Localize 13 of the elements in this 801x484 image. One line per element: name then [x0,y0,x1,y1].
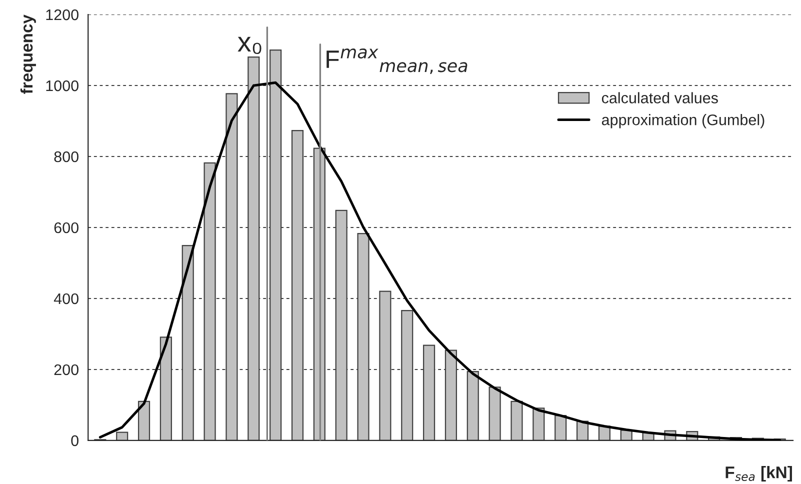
y-axis-title: frequency [20,14,36,94]
annotation: x₀ [238,36,262,54]
y-tick-label: 1200 [46,9,78,20]
y-tick-label: 400 [54,293,78,304]
y-tick-label: 600 [54,222,78,234]
y-tick-label: 0 [71,435,78,446]
y-tick-label: 200 [54,364,78,376]
annotation: F$^{max}$$_{mean,sea}$ [326,48,468,74]
y-tick-label: 1000 [46,80,78,92]
legend-label: calculated values [602,92,718,104]
legend-label: approximation (Gumbel) [602,114,764,128]
y-tick-label: 800 [54,151,78,162]
x-axis-title: F$_{sea}$ [kN] [726,466,792,482]
